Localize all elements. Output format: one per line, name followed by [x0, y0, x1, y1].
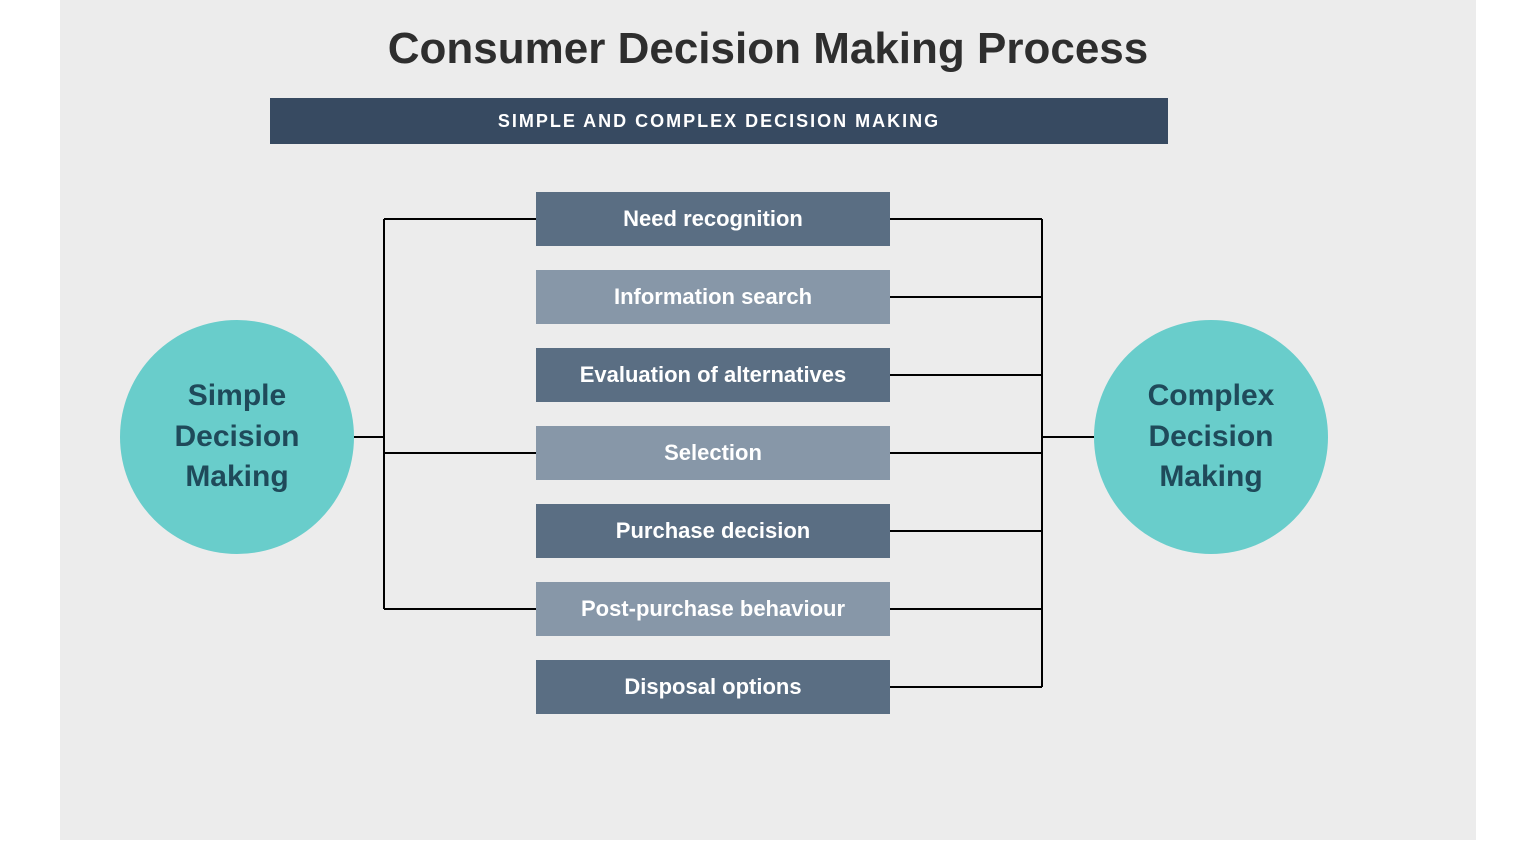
step-label: Purchase decision	[616, 518, 810, 544]
simple-decision-circle: Simple Decision Making	[120, 320, 354, 554]
step-label: Evaluation of alternatives	[580, 362, 847, 388]
step-box: Purchase decision	[536, 504, 890, 558]
step-label: Selection	[664, 440, 762, 466]
step-label: Disposal options	[624, 674, 801, 700]
circle-left-line1: Simple	[174, 376, 299, 417]
step-box: Need recognition	[536, 192, 890, 246]
step-label: Post-purchase behaviour	[581, 596, 845, 622]
circle-right-line2: Decision	[1148, 417, 1275, 458]
circle-left-line3: Making	[174, 457, 299, 498]
circle-right-line3: Making	[1148, 457, 1275, 498]
step-box: Information search	[536, 270, 890, 324]
circle-right-line1: Complex	[1148, 376, 1275, 417]
complex-decision-circle: Complex Decision Making	[1094, 320, 1328, 554]
step-box: Evaluation of alternatives	[536, 348, 890, 402]
step-box: Post-purchase behaviour	[536, 582, 890, 636]
subtitle-bar: SIMPLE AND COMPLEX DECISION MAKING	[270, 98, 1168, 144]
step-box: Selection	[536, 426, 890, 480]
diagram-inner: Consumer Decision Making Process SIMPLE …	[60, 0, 1476, 840]
step-box: Disposal options	[536, 660, 890, 714]
step-label: Need recognition	[623, 206, 803, 232]
page-title: Consumer Decision Making Process	[60, 24, 1476, 74]
diagram-canvas: Consumer Decision Making Process SIMPLE …	[0, 0, 1536, 864]
step-label: Information search	[614, 284, 812, 310]
circle-left-line2: Decision	[174, 417, 299, 458]
